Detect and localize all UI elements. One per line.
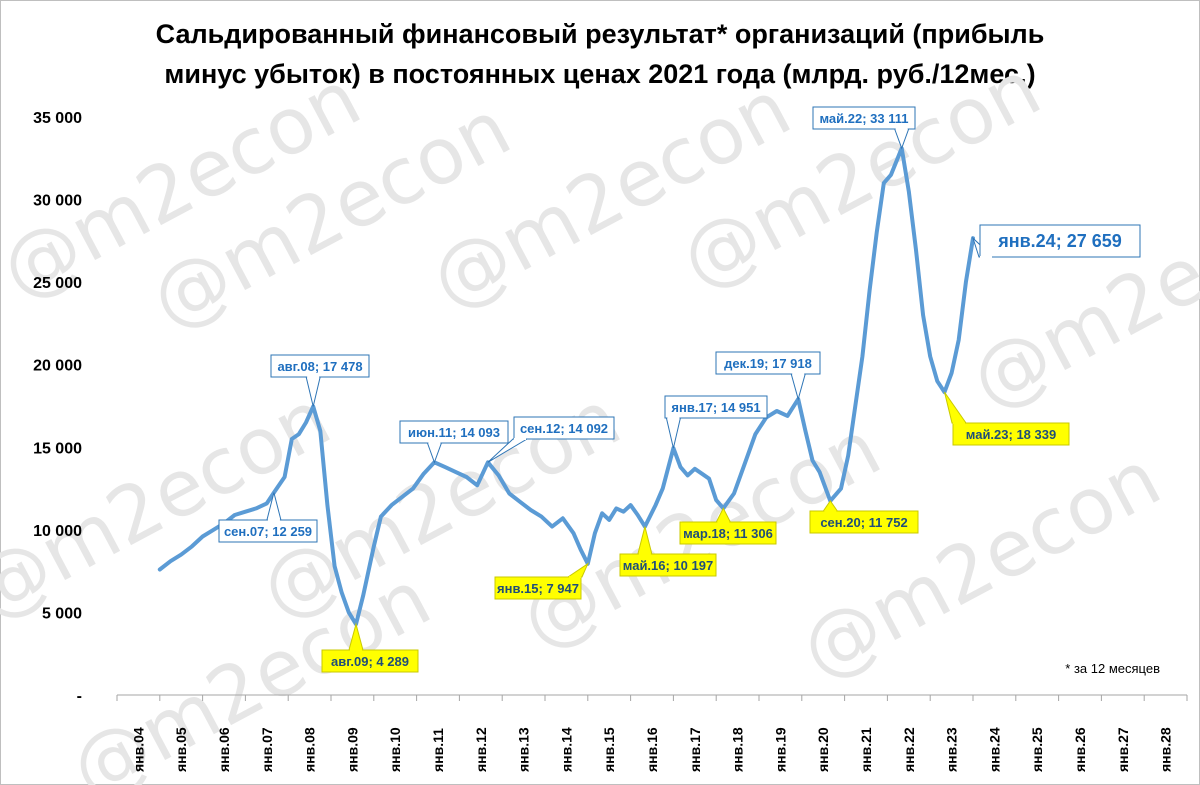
callout-label: авг.08; 17 478 xyxy=(277,359,362,374)
x-tick-label: янв.09 xyxy=(344,727,360,772)
y-tick-label: 35 000 xyxy=(33,110,82,127)
callout-box xyxy=(513,416,615,440)
callout-peak: сен.12; 14 092 xyxy=(487,416,615,463)
watermark-layer: @m2econ@m2econ@m2econ@m2econ@m2econ@m2ec… xyxy=(0,43,1200,785)
callout-trough: май.23; 18 339 xyxy=(944,391,1070,446)
callout-trough: янв.15; 7 947 xyxy=(494,562,589,600)
y-tick-label: - xyxy=(77,688,82,705)
x-tick-label: янв.07 xyxy=(259,727,275,772)
x-tick-label: янв.21 xyxy=(858,727,874,772)
callout-latest: янв.24; 27 659 xyxy=(971,224,1141,258)
callout-box xyxy=(664,395,768,419)
series-line xyxy=(157,146,975,627)
x-tick-label: янв.04 xyxy=(130,727,146,772)
callout-peak: авг.08; 17 478 xyxy=(270,354,370,407)
callout-label: май.22; 33 111 xyxy=(819,111,908,126)
callout-box xyxy=(494,576,582,600)
callout-label: янв.15; 7 947 xyxy=(497,581,579,596)
callout-label: сен.20; 11 752 xyxy=(820,515,907,530)
callout-pointer xyxy=(944,391,967,424)
callout-trough: авг.09; 4 289 xyxy=(321,622,419,673)
chart-title-line-1: Сальдированный финансовый результат* орг… xyxy=(155,19,1045,49)
callout-label: дек.19; 17 918 xyxy=(724,356,812,371)
callout-box xyxy=(619,553,717,577)
callout-trough: сен.20; 11 752 xyxy=(809,500,919,534)
callout-box xyxy=(812,106,916,130)
x-tick-label: янв.08 xyxy=(302,727,318,772)
callout-label: май.16; 10 197 xyxy=(623,558,713,573)
callout-peak: сен.07; 12 259 xyxy=(218,492,318,543)
y-tick-label: 20 000 xyxy=(33,358,82,375)
callout-pointer xyxy=(790,373,806,401)
x-tick-label: янв.20 xyxy=(815,727,831,772)
x-tick-label: янв.10 xyxy=(387,727,403,772)
callout-box xyxy=(270,354,370,378)
callout-box xyxy=(952,422,1070,446)
y-tick-label: 15 000 xyxy=(33,440,82,457)
callout-label: мар.18; 11 306 xyxy=(683,526,773,541)
callout-label: янв.24; 27 659 xyxy=(997,231,1122,251)
callout-label: авг.09; 4 289 xyxy=(331,654,409,669)
x-tick-label: янв.06 xyxy=(216,727,232,772)
y-tick-label: 5 000 xyxy=(42,605,82,622)
callout-box xyxy=(399,420,509,444)
x-tick-label: янв.11 xyxy=(430,728,446,772)
callout-peak: июн.11; 14 093 xyxy=(399,420,509,464)
callout-box xyxy=(979,224,1141,258)
callout-label: сен.07; 12 259 xyxy=(224,524,312,539)
callout-peak: янв.17; 14 951 xyxy=(664,395,768,449)
x-tick-label: янв.19 xyxy=(772,727,788,772)
watermark-text: @m2econ xyxy=(957,163,1200,426)
callout-box xyxy=(321,649,419,673)
x-tick-label: янв.05 xyxy=(173,727,189,772)
x-tick-label: янв.22 xyxy=(901,727,917,772)
x-tick-label: янв.28 xyxy=(1158,727,1174,772)
x-tick-label: янв.26 xyxy=(1072,727,1088,772)
x-tick-label: янв.12 xyxy=(473,727,489,772)
callout-peak: дек.19; 17 918 xyxy=(715,351,821,401)
x-tick-label: янв.18 xyxy=(730,727,746,772)
x-tick-label: янв.13 xyxy=(516,727,532,772)
chart-title-line-2: минус убыток) в постоянных ценах 2021 го… xyxy=(164,59,1036,89)
callout-label: сен.12; 14 092 xyxy=(520,421,608,436)
x-tick-label: янв.23 xyxy=(944,727,960,772)
chart-title: Сальдированный финансовый результат* орг… xyxy=(60,14,1140,94)
callout-trough: мар.18; 11 306 xyxy=(679,507,777,545)
callout-trough: май.16; 10 197 xyxy=(619,526,717,577)
y-tick-label: 30 000 xyxy=(33,193,82,210)
callout-label: янв.17; 14 951 xyxy=(671,400,760,415)
x-tick-label: янв.16 xyxy=(644,727,660,772)
y-tick-label: 10 000 xyxy=(33,523,82,540)
axes: - 5 000 10 000 15 000 20 000 25 000 30 000 35 0… xyxy=(33,110,1188,772)
series-layer xyxy=(157,146,975,627)
footnote: * за 12 месяцев xyxy=(1065,661,1160,676)
callout-peak: май.22; 33 111 xyxy=(812,106,916,150)
x-tick-label: янв.27 xyxy=(1115,727,1131,772)
x-tick-label: янв.15 xyxy=(601,727,617,772)
callout-label: июн.11; 14 093 xyxy=(408,425,500,440)
callout-box xyxy=(715,351,821,375)
x-tick-label: янв.14 xyxy=(558,727,574,772)
callout-pointer xyxy=(665,417,682,449)
annotation-layer: авг.08; 17 478 сен.07; 12 259 авг.09; 4 28… xyxy=(218,106,1141,673)
x-tick-label: янв.25 xyxy=(1029,727,1045,772)
x-tick-label: янв.17 xyxy=(687,727,703,772)
callout-box xyxy=(809,510,919,534)
y-tick-label: 25 000 xyxy=(33,275,82,292)
callout-label: май.23; 18 339 xyxy=(966,427,1056,442)
x-tick-label: янв.24 xyxy=(986,727,1002,772)
